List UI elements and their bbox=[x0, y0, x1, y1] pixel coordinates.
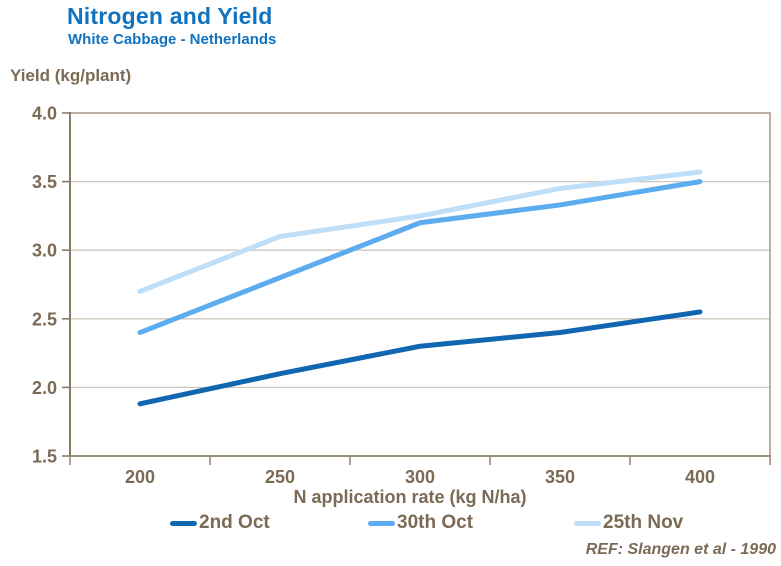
y-tick-label: 4.0 bbox=[32, 104, 57, 124]
legend-label-2nd-oct: 2nd Oct bbox=[199, 512, 270, 533]
x-tick-label: 400 bbox=[685, 467, 715, 485]
y-tick-label: 2.0 bbox=[32, 378, 57, 398]
y-tick-label: 1.5 bbox=[32, 447, 57, 467]
plot-border bbox=[69, 112, 771, 457]
legend-line-marker-30th-oct bbox=[368, 520, 395, 526]
legend-entry-30th-oct: 30th Oct bbox=[368, 511, 473, 535]
y-tick-label: 3.0 bbox=[32, 241, 57, 261]
x-tick-label: 350 bbox=[545, 467, 575, 485]
line-chart-plot: 1.5 2.0 2.5 3.0 3.5 4.0 200 250 300 350 400 bbox=[32, 104, 771, 485]
legend-entry-2nd-oct: 2nd Oct bbox=[170, 511, 270, 535]
x-tick-label: 200 bbox=[125, 467, 155, 485]
series-line-2nd-oct bbox=[137, 309, 703, 407]
x-axis-title: N application rate (kg N/ha) bbox=[293, 487, 527, 507]
x-tick-label: 250 bbox=[265, 467, 295, 485]
y-axis-title: Yield (kg/plant) bbox=[10, 66, 132, 85]
y-tick-label: 2.5 bbox=[32, 309, 57, 329]
chart-title: Nitrogen and Yield bbox=[67, 3, 273, 29]
reference-citation: REF: Slangen et al - 1990 bbox=[585, 541, 776, 558]
series-line-30th-oct bbox=[137, 179, 703, 336]
legend-line-marker-2nd-oct bbox=[170, 520, 197, 526]
legend-line-marker-25th-nov bbox=[574, 520, 601, 526]
y-tick-label: 3.5 bbox=[32, 172, 57, 192]
legend-label-25th-nov: 25th Nov bbox=[603, 512, 684, 533]
chart-subtitle: White Cabbage - Netherlands bbox=[68, 31, 277, 48]
x-tick-label: 300 bbox=[405, 467, 435, 485]
legend-label-30th-oct: 30th Oct bbox=[397, 512, 474, 533]
series-line-25th-nov bbox=[137, 169, 703, 294]
legend-entry-25th-nov: 25th Nov bbox=[574, 511, 683, 535]
